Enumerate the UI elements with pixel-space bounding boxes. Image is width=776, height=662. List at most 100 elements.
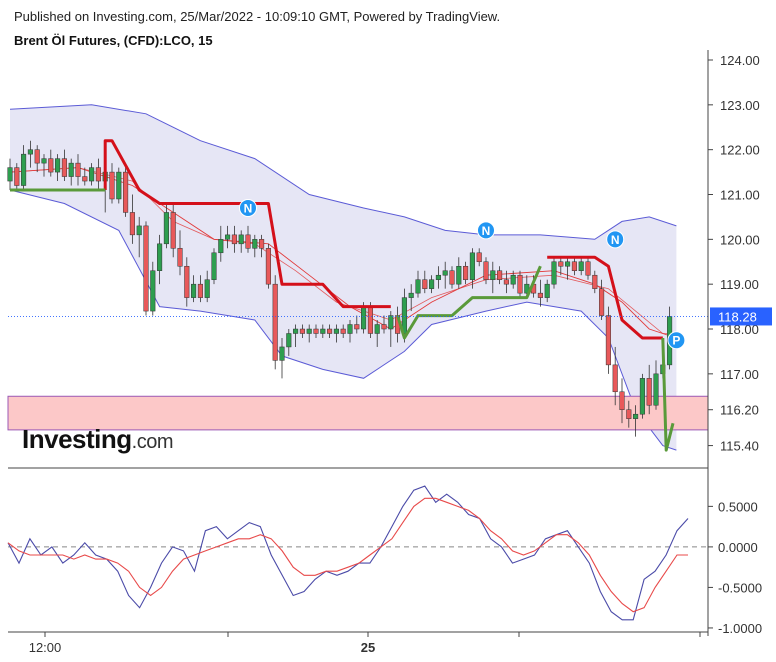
candle-bullish [565,261,571,267]
candle-bearish [646,378,652,406]
candle-bullish [333,328,339,334]
signal-marker-label: N [482,224,491,238]
supertrend-line-up2 [396,265,542,340]
y-tick-label: 117.00 [720,367,759,382]
osc-y-tick-label: 0.0000 [718,540,758,555]
candle-bullish [136,225,142,236]
oscillator-pane [7,485,708,621]
candle-bearish [585,261,591,276]
candle-bearish [463,265,469,280]
candle-bullish [408,292,414,298]
candle-bullish [415,279,421,294]
candle-bullish [238,234,244,245]
candle-bearish [558,261,564,267]
candle-bearish [170,212,176,249]
candle-bearish [592,274,598,289]
candle-bullish [490,270,496,280]
candle-bullish [320,328,326,334]
bollinger-upper-line [9,104,677,240]
candle-bullish [225,234,231,240]
candle-bearish [75,162,81,177]
investing-logo[interactable]: Investing.com [22,424,173,455]
osc-y-tick-label: -0.5000 [718,580,762,595]
candle-bearish [599,288,605,316]
candle-bullish [306,328,312,334]
candle-bullish [191,283,197,298]
candle-bearish [367,306,373,334]
candle-bullish [7,167,13,182]
signal-marker-label: N [244,201,253,215]
candle-bearish [476,252,482,263]
candle-bullish [347,324,353,334]
candle-bullish [633,413,639,419]
candle-bearish [619,391,625,410]
candle-bearish [422,279,428,289]
bollinger-fill [10,104,677,451]
signal-marker [477,221,495,240]
candle-bullish [218,239,224,254]
candle-bullish [279,346,285,361]
candle-bullish [293,328,299,334]
candle-bearish [231,234,237,245]
candle-bullish [21,153,27,186]
signal-marker [239,198,257,217]
y-tick-label: 121.00 [720,188,760,203]
candle-bearish [82,176,88,182]
chart-title: Brent Öl Futures, (CFD):LCO, 15 [14,33,213,48]
signal-marker [606,230,625,249]
x-tick-label: 25 [361,640,375,655]
candle-bearish [14,167,20,186]
candle-bullish [116,171,122,200]
candle-bearish [34,149,40,164]
y-tick-label: 124.00 [720,53,760,68]
oscillator-osc-line [7,485,689,621]
candle-bullish [510,274,516,285]
price-pane: N N N P [7,104,709,452]
candle-bearish [354,324,360,330]
candle-bearish [327,328,333,334]
candle-bullish [388,315,394,330]
candle-bearish [123,171,129,213]
candle-bullish [374,324,380,334]
y-tick-label: 119.00 [720,277,759,292]
candle-bearish [497,270,503,280]
candle-bearish [517,274,523,294]
candle-bullish [252,239,258,249]
candle-bearish [95,167,101,182]
candle-bearish [626,409,632,419]
candle-bullish [68,162,74,177]
candle-bullish [89,167,95,182]
candle-bearish [129,212,135,236]
candle-bullish [544,283,550,298]
axes: 124.00 123.00 122.00 121.00 120.00 119.00 118.… [8,50,772,655]
candle-bullish [55,158,61,173]
candle-bullish [27,149,33,155]
candle-bullish [163,212,169,245]
supertrend-line-up3 [661,337,675,452]
candle-bearish [61,158,67,177]
y-tick-label: 123.00 [720,98,760,113]
candle-bearish [381,324,387,330]
candle-bearish [177,248,183,267]
candle-bullish [578,261,584,271]
candle-bearish [340,328,346,334]
osc-y-tick-label: -1.0000 [718,621,762,636]
candle-bearish [571,261,577,271]
signal-marker-label: P [672,334,680,348]
candle-bullish [653,373,659,406]
candle-bullish [286,333,292,348]
candle-bearish [313,328,319,334]
candle-bullish [639,378,645,415]
y-tick-label: 118.00 [720,322,759,337]
candle-bearish [299,328,305,334]
candle-bearish [483,261,489,280]
candle-bearish [537,292,543,298]
candle-bearish [259,239,265,249]
candle-bearish [143,225,149,312]
y-tick-label: 115.40 [720,439,759,454]
y-tick-label: 122.00 [720,143,760,158]
signal-marker-label: N [611,233,620,247]
candle-bearish [197,283,203,298]
y-tick-label: 116.20 [720,403,759,418]
candle-bullish [469,252,475,280]
